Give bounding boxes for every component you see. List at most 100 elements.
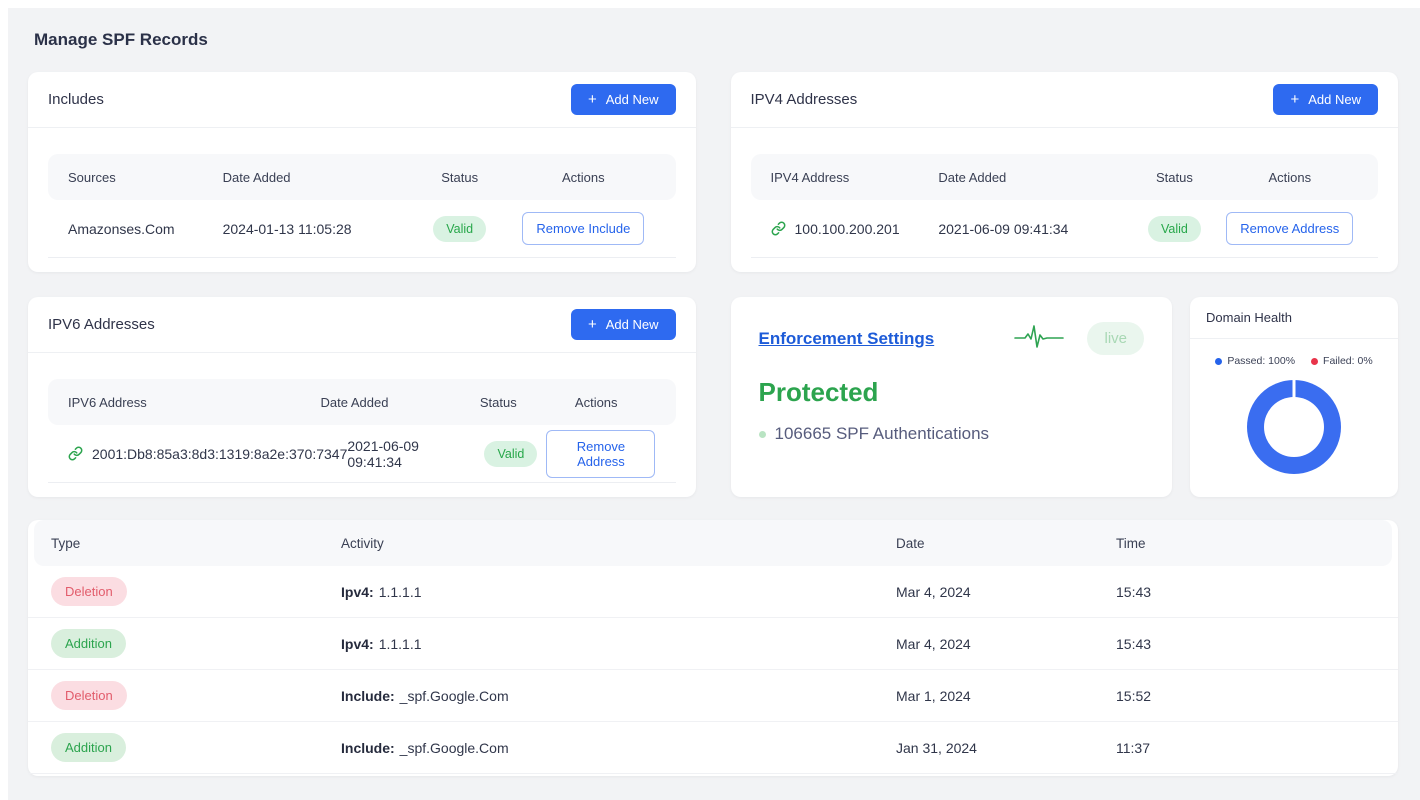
column-header-status: Status <box>1155 169 1193 185</box>
enforcement-settings-link[interactable]: Enforcement Settings <box>758 328 935 348</box>
ipv6-card-header: IPV6 Addresses + Add New <box>28 297 696 353</box>
activity-value: 1.1.1.1 <box>378 583 422 600</box>
ipv6-address-cell: 2001:Db8:85a3:8d3:1319:8a2e:370:7347 <box>68 446 347 462</box>
ipv6-table-header: IPV6 Address Date Added Status Actions <box>48 379 676 425</box>
includes-add-new-button[interactable]: + Add New <box>570 84 676 115</box>
activity-value: 1.1.1.1 <box>378 635 422 652</box>
column-header-date: Date <box>896 535 925 551</box>
spf-authentications-row: 106665 SPF Authentications <box>758 424 1145 444</box>
activity-label: Ipv4: <box>341 635 374 652</box>
actions-cell: Remove Include <box>511 212 655 245</box>
add-new-label: Add New <box>605 92 659 107</box>
ipv6-add-new-button[interactable]: + Add New <box>570 309 676 340</box>
remove-address-button[interactable]: Remove Address <box>1226 212 1354 245</box>
table-row: Deletion Ipv4: 1.1.1.1 Mar 4, 2024 15:43 <box>28 566 1398 618</box>
enforcement-card: Enforcement Settings live Protected 1066… <box>730 297 1172 497</box>
time-cell: 15:43 <box>1116 583 1152 600</box>
column-header-date-added: Date Added <box>938 169 1007 185</box>
status-cell: Valid <box>475 440 546 467</box>
activity-table-header: Type Activity Date Time <box>34 520 1392 566</box>
activity-label: Ipv4: <box>341 583 374 600</box>
date-cell: Mar 4, 2024 <box>896 635 971 652</box>
top-row: Includes + Add New Sources Date Added St… <box>28 72 1398 272</box>
type-cell: Deletion <box>51 681 341 710</box>
table-row: Addition Include: _spf.Google.Com Jan 31,… <box>28 722 1398 774</box>
table-row: 2001:Db8:85a3:8d3:1319:8a2e:370:7347 202… <box>48 425 676 483</box>
domain-health-card: Domain Health Passed: 100% Failed: 0% <box>1190 297 1398 497</box>
status-cell: Valid <box>408 215 511 242</box>
column-header-status: Status <box>441 169 479 185</box>
table-row: 100.100.200.201 2021-06-09 09:41:34 Vali… <box>750 200 1378 258</box>
enforcement-status-indicators: live <box>1013 322 1144 355</box>
passed-dot-icon <box>1215 357 1223 365</box>
ipv4-date-added: 2021-06-09 09:41:34 <box>938 220 1069 237</box>
column-header-type: Type <box>51 535 81 551</box>
heartbeat-icon <box>1013 322 1065 355</box>
time-cell: 15:43 <box>1116 635 1152 652</box>
link-icon <box>771 221 786 236</box>
date-cell: Mar 4, 2024 <box>896 583 971 600</box>
ipv6-card-title: IPV6 Addresses <box>48 316 155 333</box>
status-badge: Valid <box>1147 215 1201 242</box>
time-cell: 15:52 <box>1116 687 1152 704</box>
activity-log-card: Type Activity Date Time Deletion Ipv4: 1.… <box>28 520 1398 776</box>
ipv6-address: 2001:Db8:85a3:8d3:1319:8a2e:370:7347 <box>92 445 348 462</box>
link-icon <box>68 446 83 461</box>
column-header-actions: Actions <box>574 394 618 410</box>
legend-passed: Passed: 100% <box>1215 355 1295 367</box>
time-cell: 11:37 <box>1116 739 1150 756</box>
live-badge: live <box>1087 322 1144 355</box>
column-header-sources: Sources <box>68 169 116 185</box>
activity-cell: Ipv4: 1.1.1.1 <box>341 584 896 600</box>
ipv4-address-cell: 100.100.200.201 <box>771 221 939 237</box>
activity-cell: Include: _spf.Google.Com <box>341 688 896 704</box>
type-badge: Addition <box>51 733 126 762</box>
ipv4-card: IPV4 Addresses + Add New IPV4 Address Da… <box>730 72 1399 272</box>
status-badge: Valid <box>484 440 538 467</box>
type-badge: Deletion <box>51 577 127 606</box>
includes-table-header: Sources Date Added Status Actions <box>48 154 676 200</box>
include-date-added: 2024-01-13 11:05:28 <box>222 220 352 237</box>
date-cell: Mar 1, 2024 <box>896 687 971 704</box>
type-badge: Addition <box>51 629 126 658</box>
table-row: Amazonses.Com 2024-01-13 11:05:28 Valid … <box>48 200 676 258</box>
table-row: Addition Ipv4: 1.1.1.1 Mar 4, 2024 15:43 <box>28 618 1398 670</box>
plus-icon: + <box>1290 91 1300 108</box>
failed-dot-icon <box>1311 357 1319 365</box>
column-header-activity: Activity <box>341 535 384 551</box>
includes-card-header: Includes + Add New <box>28 72 696 128</box>
column-header-ipv6-address: IPV6 Address <box>68 394 147 410</box>
domain-health-title: Domain Health <box>1190 297 1398 339</box>
ipv4-add-new-button[interactable]: + Add New <box>1273 84 1378 115</box>
legend-failed: Failed: 0% <box>1311 355 1373 367</box>
remove-address-button[interactable]: Remove Address <box>546 429 656 478</box>
column-header-status: Status <box>479 394 517 410</box>
column-header-actions: Actions <box>562 169 605 185</box>
legend-passed-label: Passed: 100% <box>1227 355 1296 367</box>
ipv4-table: IPV4 Address Date Added Status Actions <box>731 128 1399 272</box>
includes-card-title: Includes <box>48 91 104 108</box>
actions-cell: Remove Address <box>1222 212 1358 245</box>
type-cell: Addition <box>51 733 341 762</box>
column-header-actions: Actions <box>1268 169 1312 185</box>
activity-label: Include: <box>341 687 395 704</box>
domain-health-donut-chart <box>1247 380 1341 474</box>
remove-include-button[interactable]: Remove Include <box>522 212 645 245</box>
add-new-label: Add New <box>605 317 659 332</box>
table-row: Deletion Include: _spf.Google.Com Mar 1, … <box>28 670 1398 722</box>
ipv6-date-added: 2021-06-09 09:41:34 <box>347 437 419 470</box>
activity-cell: Include: _spf.Google.Com <box>341 740 896 756</box>
ipv4-card-header: IPV4 Addresses + Add New <box>730 72 1398 128</box>
type-cell: Deletion <box>51 577 341 606</box>
includes-card: Includes + Add New Sources Date Added St… <box>28 72 696 272</box>
ipv4-table-header: IPV4 Address Date Added Status Actions <box>750 154 1378 200</box>
activity-value: _spf.Google.Com <box>399 687 509 704</box>
column-header-ipv4-address: IPV4 Address <box>770 169 850 185</box>
enforcement-top-row: Enforcement Settings live <box>758 322 1144 355</box>
ipv4-card-title: IPV4 Addresses <box>750 91 858 108</box>
activity-label: Include: <box>341 739 395 756</box>
include-source: Amazonses.Com <box>68 220 175 237</box>
legend-failed-label: Failed: 0% <box>1323 355 1373 367</box>
ipv4-address: 100.100.200.201 <box>794 220 900 237</box>
main-panel: Manage SPF Records Includes + Add New So… <box>8 8 1420 800</box>
